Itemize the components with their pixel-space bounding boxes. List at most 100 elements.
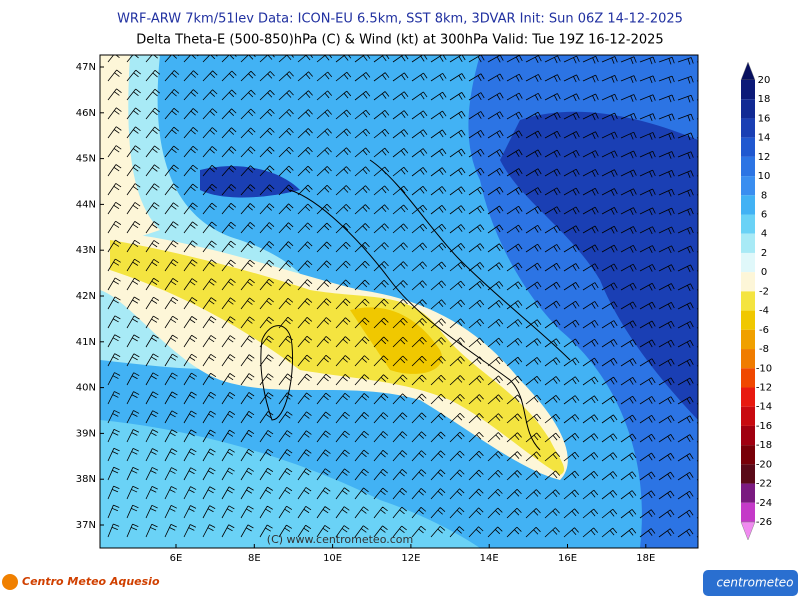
wind-barb: [392, 525, 407, 538]
wind-barb: [487, 111, 504, 120]
wind-barb: [221, 373, 236, 386]
wind-barb: [563, 508, 579, 519]
wind-barb: [335, 355, 351, 367]
wind-barb: [582, 470, 599, 481]
wind-barb: [373, 91, 390, 101]
wind-barb: [335, 241, 351, 253]
wind-barb: [316, 298, 332, 310]
wind-barb: [164, 259, 179, 272]
wind-barb: [297, 165, 313, 177]
wind-barb: [183, 221, 198, 234]
wind-barb: [278, 90, 294, 101]
wind-barb: [487, 488, 503, 500]
wind-barb: [221, 391, 236, 405]
colorbar-label: -2: [759, 286, 769, 297]
wind-barb: [696, 459, 698, 462]
wind-barb: [639, 339, 656, 348]
wind-barb: [278, 524, 292, 538]
wind-barb: [696, 308, 698, 310]
wind-barb: [544, 55, 561, 64]
colorbar-label: 18: [758, 94, 771, 105]
wind-barb: [411, 355, 427, 367]
wind-barb: [582, 489, 599, 500]
wind-barb: [582, 452, 599, 462]
wind-barb: [563, 470, 580, 481]
wind-barb: [240, 146, 256, 158]
wind-barb: [392, 148, 409, 158]
wind-barb: [240, 486, 254, 500]
wind-barb: [354, 298, 370, 310]
wind-barb: [620, 188, 637, 197]
wind-barb: [354, 506, 369, 519]
wind-barb: [487, 451, 503, 462]
wind-barb: [696, 327, 698, 329]
wind-barb: [202, 353, 217, 367]
wind-barb: [525, 489, 541, 500]
wind-barb: [240, 89, 256, 101]
wind-barb: [392, 355, 408, 367]
wind-barb: [373, 204, 389, 215]
colorbar-swatch: [741, 137, 755, 157]
wind-barb: [392, 129, 409, 139]
wind-barb: [335, 411, 350, 424]
wind-barb: [411, 280, 427, 291]
wind-barb: [240, 297, 255, 310]
wind-barb: [278, 127, 294, 139]
wind-barb: [658, 471, 675, 481]
wind-barb: [126, 183, 141, 196]
wind-barb: [278, 486, 293, 500]
wind-barb: [316, 184, 332, 196]
wind-barb: [544, 149, 561, 158]
colorbar-label: 6: [761, 210, 767, 221]
wind-barb: [487, 469, 503, 481]
wind-barb: [126, 410, 140, 424]
wind-barb: [582, 244, 599, 253]
wind-barb: [468, 186, 485, 196]
wind-barb: [696, 421, 698, 424]
wind-barb: [202, 259, 217, 272]
wind-barb: [126, 485, 139, 500]
colorbar-label: 14: [758, 133, 771, 144]
wind-barb: [354, 393, 370, 405]
wind-barb: [259, 203, 275, 215]
wind-barb: [278, 146, 294, 158]
wind-barb: [316, 411, 331, 424]
wind-barb: [582, 131, 599, 140]
wind-barb: [677, 358, 694, 367]
wind-barb: [107, 315, 121, 329]
wind-barb: [335, 468, 350, 481]
wind-barb: [278, 260, 294, 272]
wind-barb: [620, 131, 637, 140]
wind-barb: [506, 432, 522, 443]
wind-barb: [221, 467, 235, 481]
wind-barb: [658, 151, 675, 159]
wind-barb: [297, 506, 312, 519]
wind-barb: [259, 430, 274, 443]
wind-barb: [487, 92, 504, 101]
wind-barb: [316, 71, 333, 82]
wind-barb: [145, 164, 160, 177]
wind-barb: [525, 74, 542, 82]
wind-barb: [677, 189, 694, 197]
wind-barb: [639, 113, 656, 121]
wind-barb: [677, 302, 694, 310]
wind-barb: [164, 240, 179, 253]
wind-barb: [145, 448, 159, 462]
wind-barb: [506, 300, 523, 310]
wind-barb: [354, 525, 369, 538]
wind-barb: [468, 280, 485, 291]
colorbar-label: -16: [756, 421, 772, 432]
wind-barb: [145, 258, 160, 272]
wind-barb: [696, 156, 698, 158]
wind-barb: [563, 225, 580, 234]
wind-barb: [335, 298, 351, 310]
wind-barb: [107, 277, 121, 291]
wind-barb: [487, 224, 504, 234]
wind-barb: [297, 203, 313, 215]
wind-barb: [506, 111, 523, 120]
wind-barb: [126, 466, 139, 481]
wind-barb: [582, 376, 599, 386]
wind-barb: [525, 55, 542, 63]
wind-barb: [145, 240, 160, 253]
wind-barb: [487, 375, 504, 386]
